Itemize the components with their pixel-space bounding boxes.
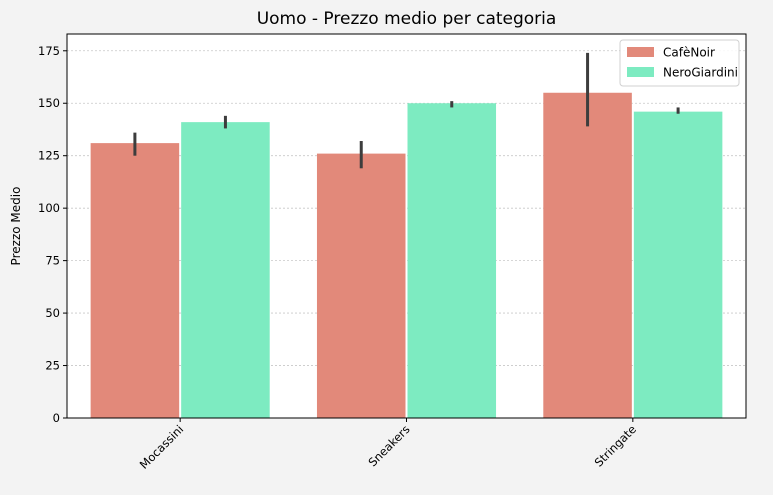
legend-label: CafèNoir bbox=[663, 46, 715, 60]
y-axis-ticks: 0 25 50 75 100 125 150 175 bbox=[38, 44, 67, 425]
bar-NeroGiardini-Stringate bbox=[633, 111, 723, 418]
y-tick-label: 150 bbox=[38, 96, 60, 110]
x-axis-ticks: Mocassini Sneakers Stringate bbox=[137, 418, 639, 472]
y-axis-label: Prezzo Medio bbox=[9, 187, 23, 266]
x-tick-label: Sneakers bbox=[365, 422, 412, 469]
y-tick-label: 0 bbox=[53, 411, 60, 425]
y-tick-label: 100 bbox=[38, 201, 60, 215]
x-tick-label: Stringate bbox=[592, 422, 639, 469]
error-bars bbox=[133, 52, 680, 169]
legend-label: NeroGiardini bbox=[663, 66, 738, 80]
x-tick-label: Mocassini bbox=[137, 422, 186, 471]
chart-title: Uomo - Prezzo medio per categoria bbox=[257, 9, 557, 29]
bars bbox=[90, 92, 723, 419]
bar-CafèNoir-Mocassini bbox=[90, 143, 180, 419]
legend: CafèNoir NeroGiardini bbox=[619, 39, 740, 87]
bar-CafèNoir-Sneakers bbox=[316, 153, 406, 418]
y-tick-label: 175 bbox=[38, 44, 60, 58]
y-tick-label: 50 bbox=[45, 306, 60, 320]
bar-CafèNoir-Stringate bbox=[543, 92, 632, 419]
y-tick-label: 25 bbox=[45, 359, 60, 373]
y-tick-label: 75 bbox=[45, 254, 60, 268]
bar-NeroGiardini-Sneakers bbox=[407, 103, 497, 418]
plot-area bbox=[67, 34, 746, 418]
grid-lines bbox=[67, 50, 746, 366]
legend-swatch bbox=[627, 67, 654, 77]
y-tick-label: 125 bbox=[38, 149, 60, 163]
legend-swatch bbox=[627, 47, 654, 57]
bar-NeroGiardini-Mocassini bbox=[181, 122, 270, 418]
